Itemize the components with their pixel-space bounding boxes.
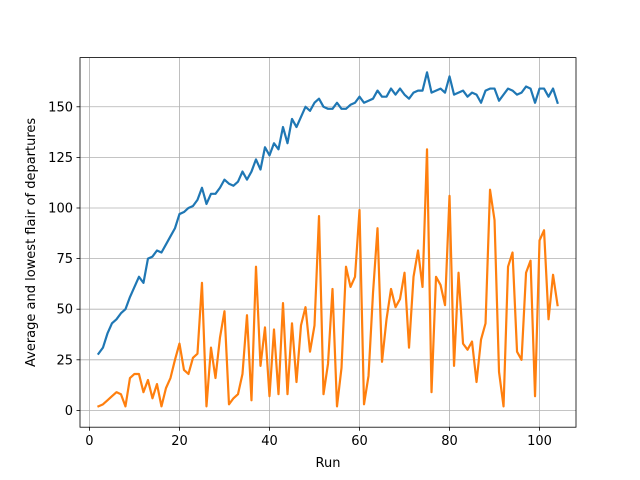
y-tick-label: 150 — [48, 100, 73, 115]
plot-series — [96, 71, 559, 408]
y-tick-label: 75 — [56, 252, 73, 267]
x-tick-label: 60 — [351, 434, 368, 449]
x-tick-label: 20 — [171, 434, 188, 449]
y-axis-label: Average and lowest flair of departures — [24, 118, 39, 367]
y-tick-label: 125 — [48, 151, 73, 166]
series-line-2 — [96, 148, 559, 408]
x-tick-label: 100 — [527, 434, 552, 449]
y-tick-label: 50 — [56, 303, 73, 318]
y-axis-ticks: 0 25 50 75 100 125 150 — [48, 100, 80, 419]
y-tick-label: 0 — [65, 404, 73, 419]
x-tick-label: 40 — [261, 434, 278, 449]
plot-frame — [79, 57, 577, 428]
series-line-1 — [96, 71, 559, 356]
y-tick-label: 25 — [56, 353, 73, 368]
grid — [80, 57, 576, 428]
x-axis-label: Run — [316, 456, 341, 471]
y-tick-label: 100 — [48, 201, 73, 216]
x-tick-label: 0 — [85, 434, 93, 449]
x-tick-label: 80 — [441, 434, 458, 449]
x-axis-ticks: 0 20 40 60 80 100 — [85, 427, 552, 449]
